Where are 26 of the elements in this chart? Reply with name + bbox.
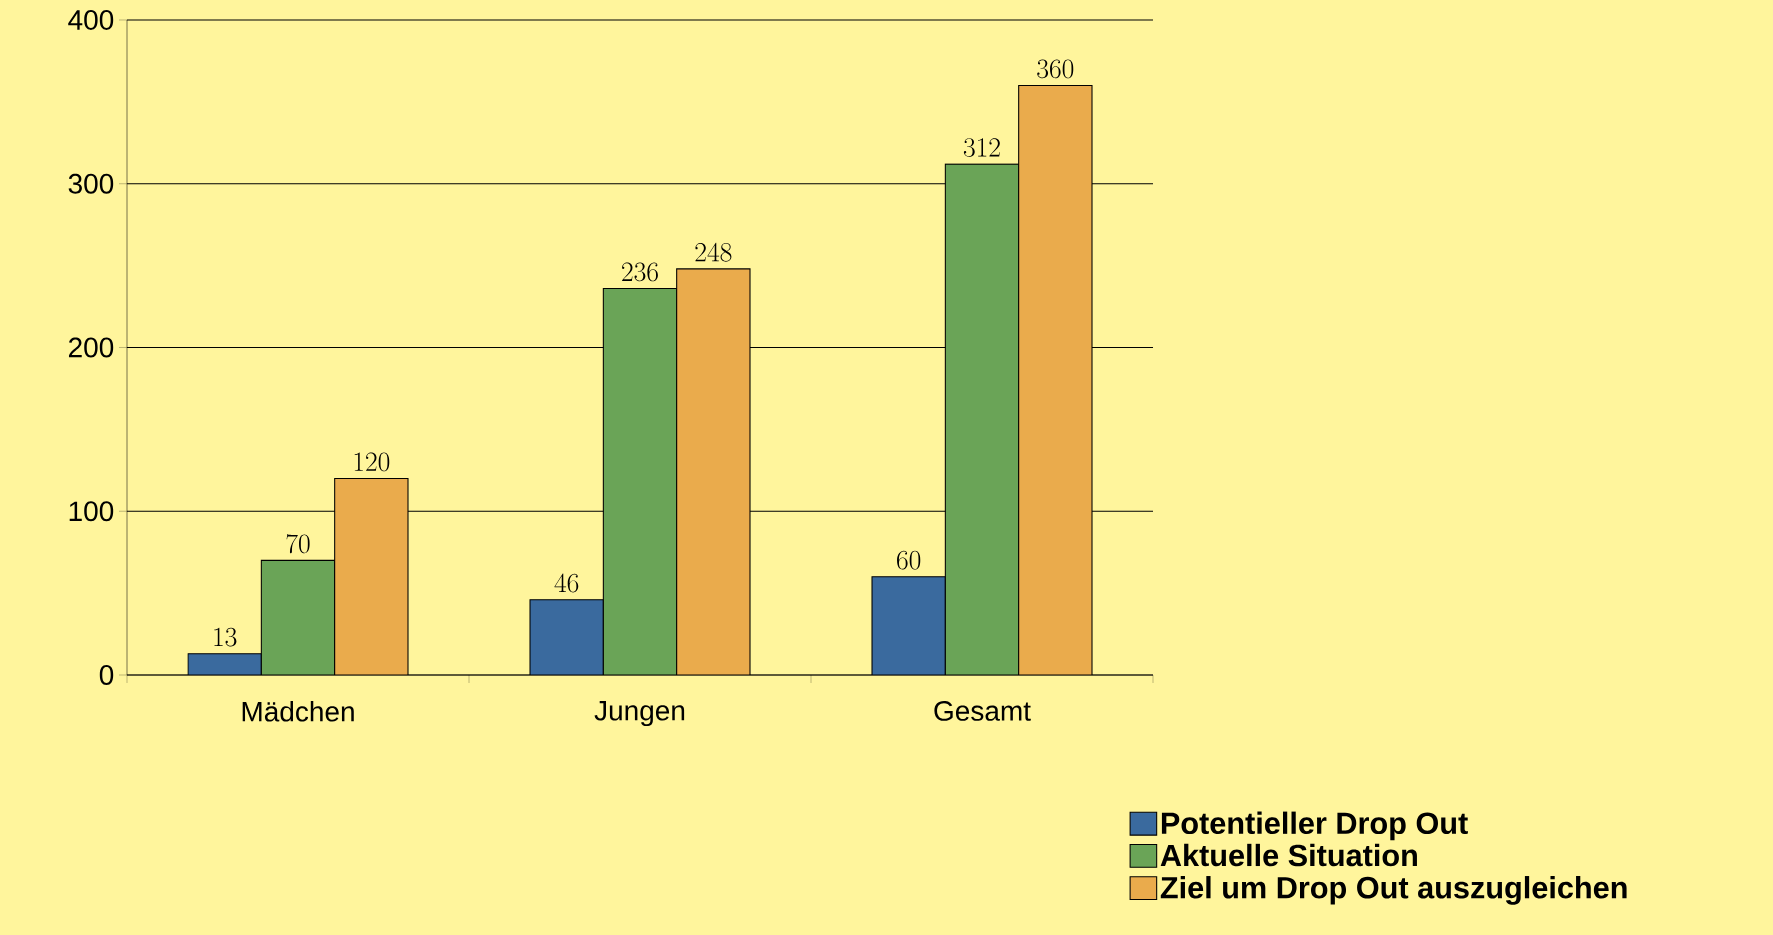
x-tick-label: Mädchen: [242, 701, 354, 722]
data-label: 360: [1037, 59, 1074, 79]
data-label: 46: [554, 573, 579, 593]
data-label: 13: [214, 627, 237, 647]
data-label: 248: [695, 242, 732, 262]
data-label: 236: [622, 262, 658, 282]
y-tick-label: 200: [68, 337, 114, 358]
data-label: 60: [897, 550, 921, 570]
bar: [334, 477, 409, 675]
bar: [1018, 84, 1093, 675]
legend-label: Aktuelle Situation: [1160, 843, 1417, 867]
legend-label: Potentieller Drop Out: [1161, 811, 1468, 841]
x-tick-label: Jungen: [594, 701, 685, 727]
bar: [260, 559, 336, 675]
data-label: 312: [963, 138, 1000, 157]
y-tick-label: 300: [68, 173, 114, 194]
y-tick-label: 400: [68, 10, 114, 30]
x-tick-label: Gesamt: [934, 701, 1031, 721]
y-tick-label: 0: [99, 665, 114, 685]
data-label: 70: [286, 534, 310, 554]
bar: [676, 268, 751, 675]
bar: [602, 288, 678, 675]
bar: [944, 163, 1020, 675]
data-label: 120: [354, 452, 390, 472]
legend-label: Ziel um Drop Out auszugleichen: [1160, 876, 1627, 905]
y-tick-label: 100: [69, 501, 114, 522]
